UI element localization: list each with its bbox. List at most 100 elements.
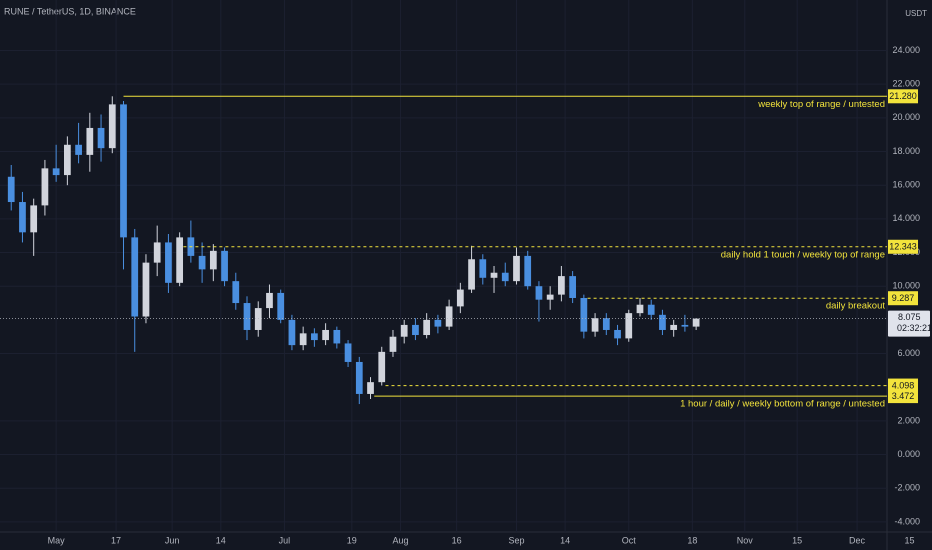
candle-body bbox=[434, 319, 442, 327]
x-tick-label: Jun bbox=[165, 535, 180, 545]
candle-body bbox=[108, 104, 116, 149]
level-annotation: 1 hour / daily / weekly bottom of range … bbox=[680, 399, 885, 410]
level-price-label: 9.287 bbox=[892, 293, 915, 303]
candle-body bbox=[569, 276, 576, 298]
candle-body bbox=[232, 281, 240, 304]
candle-body bbox=[311, 333, 318, 341]
x-tick-label: 16 bbox=[452, 535, 462, 545]
candle-body bbox=[490, 272, 498, 278]
y-tick-label: 2.000 bbox=[897, 415, 920, 425]
candle-body bbox=[209, 250, 217, 270]
candle-body bbox=[513, 255, 520, 282]
y-tick-label: 10.000 bbox=[892, 281, 920, 291]
candle-body bbox=[344, 343, 352, 362]
candle-body bbox=[546, 294, 554, 300]
candle-body bbox=[591, 318, 599, 332]
y-tick-label: -4.000 bbox=[894, 516, 920, 526]
candle-body bbox=[254, 308, 262, 330]
level-price-label: 21.280 bbox=[889, 91, 917, 101]
candle-body bbox=[221, 250, 228, 282]
candle-body bbox=[670, 324, 678, 330]
y-tick-label: 0.000 bbox=[897, 449, 920, 459]
candle-body bbox=[355, 361, 363, 394]
candle-body bbox=[614, 329, 621, 339]
currency: USDT bbox=[905, 9, 927, 18]
level-annotation: weekly top of range / untested bbox=[757, 99, 885, 110]
candle-body bbox=[266, 292, 273, 309]
candle-body bbox=[524, 255, 532, 287]
candle-body bbox=[333, 329, 341, 344]
chart-title: RUNE / TetherUS, 1D, BINANCE bbox=[4, 6, 136, 16]
level-price-box bbox=[888, 378, 918, 393]
candle-body bbox=[120, 104, 127, 238]
y-tick-label: 18.000 bbox=[892, 146, 920, 156]
candle-body bbox=[535, 286, 543, 300]
candle-body bbox=[501, 272, 509, 282]
candle-body bbox=[142, 262, 150, 317]
candle-body bbox=[19, 202, 26, 233]
candle-body bbox=[243, 303, 251, 330]
x-tick-label: 17 bbox=[111, 535, 121, 545]
countdown: 02:32:21 bbox=[897, 323, 932, 333]
y-tick-label: 20.000 bbox=[892, 112, 920, 122]
candle-body bbox=[277, 292, 285, 320]
candle-body bbox=[625, 313, 633, 339]
level-price-box bbox=[888, 291, 918, 306]
y-tick-label: 22.000 bbox=[892, 79, 920, 89]
candle-body bbox=[602, 318, 610, 330]
candle-body bbox=[198, 255, 206, 270]
candle-body bbox=[322, 329, 329, 341]
candle-body bbox=[176, 237, 184, 283]
level-price-label: 4.098 bbox=[892, 380, 915, 390]
candle-body bbox=[131, 237, 139, 317]
x-tick-label: Jul bbox=[279, 535, 291, 545]
x-tick-label: Aug bbox=[392, 535, 408, 545]
candle-body bbox=[479, 259, 487, 278]
candle-body bbox=[97, 127, 105, 149]
x-tick-label: 14 bbox=[560, 535, 570, 545]
candle-body bbox=[165, 242, 172, 283]
candle-body bbox=[681, 324, 689, 327]
candle-body bbox=[468, 259, 475, 290]
y-tick-label: 16.000 bbox=[892, 180, 920, 190]
x-tick-label: 19 bbox=[347, 535, 357, 545]
candle-body bbox=[367, 382, 374, 394]
x-tick-label: Dec bbox=[849, 535, 866, 545]
candle-body bbox=[692, 318, 700, 327]
last-price-label: 8.075 bbox=[898, 312, 921, 322]
candle-body bbox=[30, 205, 38, 233]
x-tick-label: Sep bbox=[508, 535, 524, 545]
candle-body bbox=[153, 242, 161, 263]
candle-body bbox=[389, 336, 397, 352]
candle-body bbox=[86, 127, 94, 155]
last-price-box bbox=[888, 310, 930, 337]
x-tick-label: 15 bbox=[792, 535, 802, 545]
level-price-box bbox=[888, 89, 918, 104]
x-tick-label: 18 bbox=[687, 535, 697, 545]
y-tick-label: -2.000 bbox=[894, 483, 920, 493]
candle-body bbox=[659, 314, 666, 330]
candle-body bbox=[400, 324, 408, 337]
candle-body bbox=[63, 144, 71, 176]
y-tick-label: 14.000 bbox=[892, 213, 920, 223]
candle-body bbox=[636, 304, 644, 314]
candle-body bbox=[7, 176, 15, 203]
candle-body bbox=[558, 276, 565, 295]
candle-body bbox=[299, 333, 307, 346]
candle-body bbox=[75, 144, 82, 155]
level-price-box bbox=[888, 239, 918, 254]
candle-body bbox=[412, 324, 419, 336]
x-tick-label: Nov bbox=[737, 535, 754, 545]
y-tick-label: 24.000 bbox=[892, 45, 920, 55]
candle-body bbox=[41, 168, 49, 206]
level-annotation: daily hold 1 touch / weekly top of range bbox=[721, 249, 885, 260]
level-price-label: 3.472 bbox=[892, 391, 915, 401]
candle-body bbox=[423, 319, 431, 336]
candle-body bbox=[647, 304, 655, 315]
x-tick-label: Oct bbox=[622, 535, 637, 545]
level-annotation: daily breakout bbox=[826, 301, 886, 312]
level-price-label: 12.343 bbox=[889, 242, 917, 252]
x-tick-label: 14 bbox=[216, 535, 226, 545]
